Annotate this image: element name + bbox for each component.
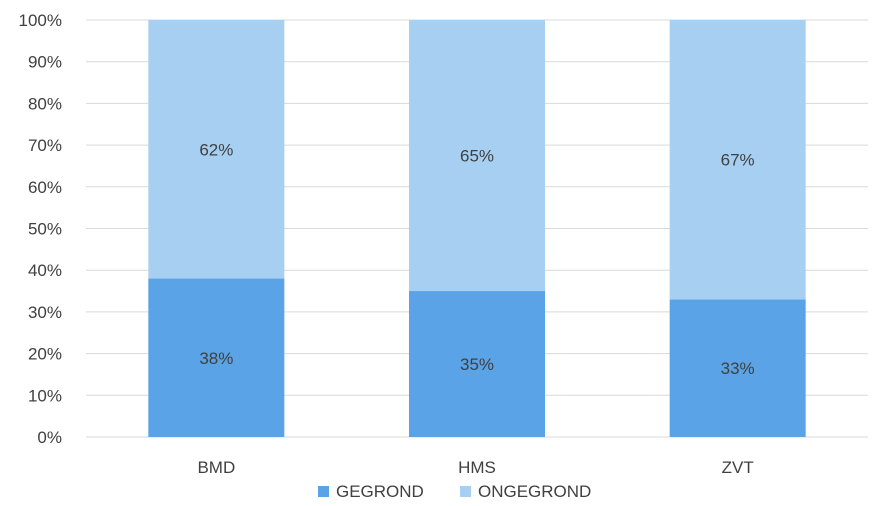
y-tick-label: 40%	[28, 261, 62, 280]
legend-label-ongegrond: ONGEGROND	[478, 482, 591, 501]
legend: GEGROND ONGEGROND	[318, 482, 591, 501]
y-tick-label: 20%	[28, 345, 62, 364]
y-tick-label: 50%	[28, 220, 62, 239]
bar-ongegrond-zvt	[669, 20, 806, 300]
y-tick-label: 70%	[28, 136, 62, 155]
x-category-label: BMD	[197, 458, 235, 477]
x-category-label: HMS	[458, 458, 496, 477]
y-axis-tick-labels: 0% 10% 20% 30% 40% 50% 60% 70% 80% 90% 100%	[19, 11, 62, 447]
legend-label-gegrond: GEGROND	[336, 482, 424, 501]
bar-gegrond-zvt	[669, 299, 806, 437]
y-tick-label: 60%	[28, 178, 62, 197]
y-tick-label: 30%	[28, 303, 62, 322]
y-tick-label: 100%	[19, 11, 62, 30]
data-label: 38%	[199, 349, 233, 368]
y-tick-label: 10%	[28, 386, 62, 405]
data-label: 67%	[721, 151, 755, 170]
legend-swatch-ongegrond	[460, 486, 471, 497]
data-label: 62%	[199, 140, 233, 159]
data-label: 33%	[721, 359, 755, 378]
bars: 38% 62% 35% 65% 33% 67%	[148, 20, 806, 437]
data-label: 35%	[460, 355, 494, 374]
bar-gegrond-bmd	[148, 278, 285, 437]
x-category-label: ZVT	[722, 458, 754, 477]
bar-ongegrond-bmd	[148, 20, 285, 279]
x-axis-category-labels: BMD HMS ZVT	[197, 458, 753, 477]
data-label: 65%	[460, 147, 494, 166]
y-tick-label: 90%	[28, 53, 62, 72]
bar-gegrond-hms	[409, 291, 545, 437]
y-tick-label: 0%	[37, 428, 62, 447]
bar-ongegrond-hms	[409, 20, 545, 292]
y-tick-label: 80%	[28, 94, 62, 113]
legend-swatch-gegrond	[318, 486, 329, 497]
